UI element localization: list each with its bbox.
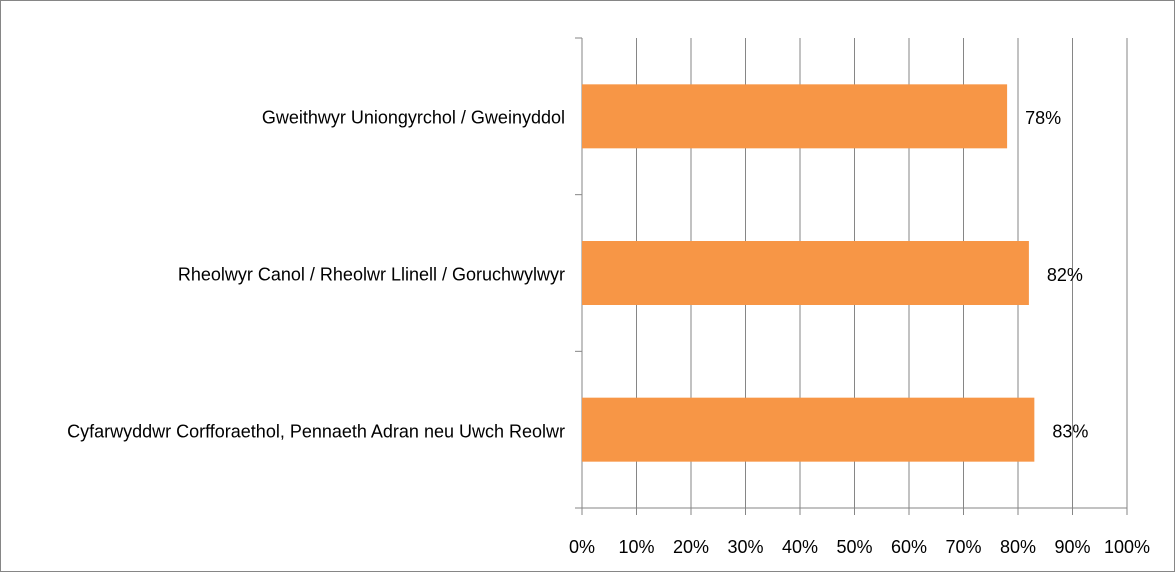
x-tick-label: 0% — [569, 537, 595, 557]
y-tick-label: Rheolwyr Canol / Rheolwr Llinell / Goruc… — [177, 264, 565, 285]
data-label: 83% — [1052, 421, 1088, 441]
bar — [582, 241, 1029, 305]
data-label: 78% — [1025, 108, 1061, 128]
y-tick-label: Cyfarwyddwr Corfforaethol, Pennaeth Adra… — [67, 421, 565, 442]
x-tick-label: 30% — [727, 537, 763, 557]
category-label-box: Cyfarwyddwr Corfforaethol, Pennaeth Adra… — [10, 418, 565, 445]
x-tick-label: 90% — [1054, 537, 1090, 557]
x-tick-label: 80% — [1000, 537, 1036, 557]
bar — [582, 84, 1008, 149]
x-tick-label: 100% — [1104, 537, 1150, 557]
x-tick-label: 10% — [618, 537, 654, 557]
category-label-box: Rheolwyr Canol / Rheolwr Llinell / Goruc… — [10, 262, 565, 289]
bar — [582, 397, 1035, 462]
x-tick-label: 60% — [891, 537, 927, 557]
y-tick-label: Gweithwyr Uniongyrchol / Gweinyddol — [261, 107, 565, 128]
category-label-box: Gweithwyr Uniongyrchol / Gweinyddol — [10, 105, 565, 132]
data-label: 82% — [1047, 265, 1083, 285]
x-tick-label: 40% — [782, 537, 818, 557]
x-tick-label: 20% — [673, 537, 709, 557]
x-tick-label: 70% — [945, 537, 981, 557]
x-tick-label: 50% — [836, 537, 872, 557]
